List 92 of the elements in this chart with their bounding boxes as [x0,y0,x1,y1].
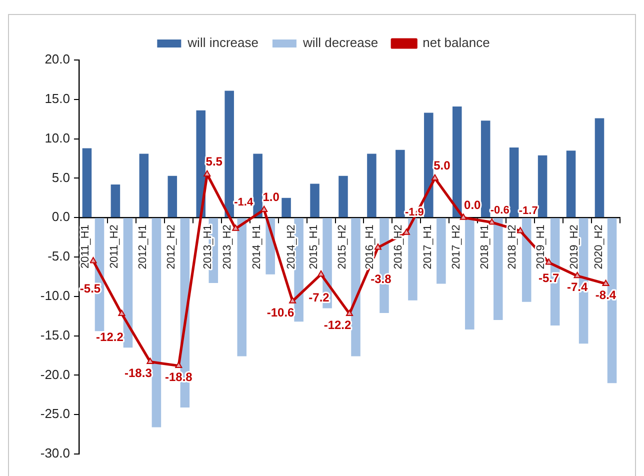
data-label: -12.2 [324,318,352,332]
bar [110,184,120,218]
x-tick-label: 2020_H2 [592,224,605,270]
x-tick-label: 2011_H2 [108,224,121,268]
point [460,214,467,220]
point [346,310,354,316]
bar [396,150,405,218]
legend-label: will decrease [302,35,378,50]
bar [367,154,376,218]
data-label: -7.4 [566,280,588,294]
bar [538,155,548,218]
data-label: -0.6 [490,204,510,216]
data-label: -18.8 [164,370,193,384]
y-tick-label: 15.0 [44,90,70,106]
y-tick-label: 20.0 [44,52,70,67]
point [146,358,154,364]
bar [139,154,149,218]
point [431,174,438,180]
bar [566,150,576,218]
point [260,206,268,212]
data-label: 0.0 [464,198,482,212]
data-label: -1.4 [234,196,254,209]
y-tick-label: -20.0 [40,366,70,382]
bar [408,218,418,300]
bar [282,198,291,218]
x-tick-label: 2019_H1 [534,224,547,270]
bar [522,218,532,302]
bar [168,176,178,218]
y-tick-label: 10.0 [44,130,70,146]
y-tick-label: -25.0 [40,406,70,422]
data-label: -1.7 [518,205,538,218]
x-tick-label: 2017_H2 [450,224,462,270]
data-label: -12.2 [96,330,124,344]
point [602,280,610,286]
bar [338,176,348,218]
x-tick-label: 2015_H1 [308,224,320,270]
x-tick-label: 2018_H2 [506,224,518,270]
y-tick-label: -5.0 [48,248,70,264]
x-tick-label: 2017_H1 [422,224,434,270]
bar [152,218,162,428]
data-label: -5.5 [80,281,101,296]
bar [123,218,133,348]
bar [493,218,503,320]
y-tick-label: 5.0 [52,170,70,185]
point [118,310,126,316]
bar [351,218,360,356]
bar [424,112,434,218]
x-tick-label: 2012_H2 [166,224,178,270]
bar [237,218,247,356]
data-label: 1.0 [262,190,280,204]
x-tick-label: 2016_H1 [364,224,376,270]
y-tick-label: -15.0 [40,327,70,342]
bar [594,118,604,218]
data-label: -5.7 [538,270,560,285]
point [289,297,296,304]
y-tick-label: 0.0 [52,209,70,224]
bar [310,184,320,218]
data-label: -10.6 [266,305,295,320]
data-label: -18.3 [124,366,152,380]
point [488,218,496,225]
x-tick-label: 2011_H1 [79,224,92,268]
y-tick-label: -10.0 [40,288,70,303]
bar [480,120,490,218]
bar [436,218,446,284]
point [317,270,325,277]
bar [509,147,519,218]
x-tick-label: 2018_H1 [478,224,491,270]
data-label: -3.8 [370,272,392,286]
x-tick-label: 2015_H2 [336,224,349,270]
legend-label: net balance [422,35,490,50]
x-tick-label: 2019_H2 [568,224,580,270]
x-tick-label: 2013_H2 [222,224,234,270]
bar [224,90,234,218]
data-label: -8.4 [595,288,616,302]
data-label: 5.5 [206,154,223,169]
x-tick-label: 2012_H1 [137,224,150,270]
y-tick-label: -30.0 [40,446,70,461]
bar [253,154,262,218]
bar [196,110,206,218]
bar [452,106,462,218]
data-label: -7.2 [308,290,330,305]
x-tick-label: 2013_H1 [202,224,214,270]
x-tick-label: 2016_H2 [392,224,404,270]
data-label: 5.0 [434,158,451,173]
legend-label: will increase [186,35,258,50]
point [175,362,182,368]
x-tick-label: 2014_H2 [286,224,298,270]
point [204,170,211,177]
bar [82,148,92,218]
point [574,272,581,278]
bar [465,218,474,330]
x-tick-label: 2014_H1 [251,224,264,270]
